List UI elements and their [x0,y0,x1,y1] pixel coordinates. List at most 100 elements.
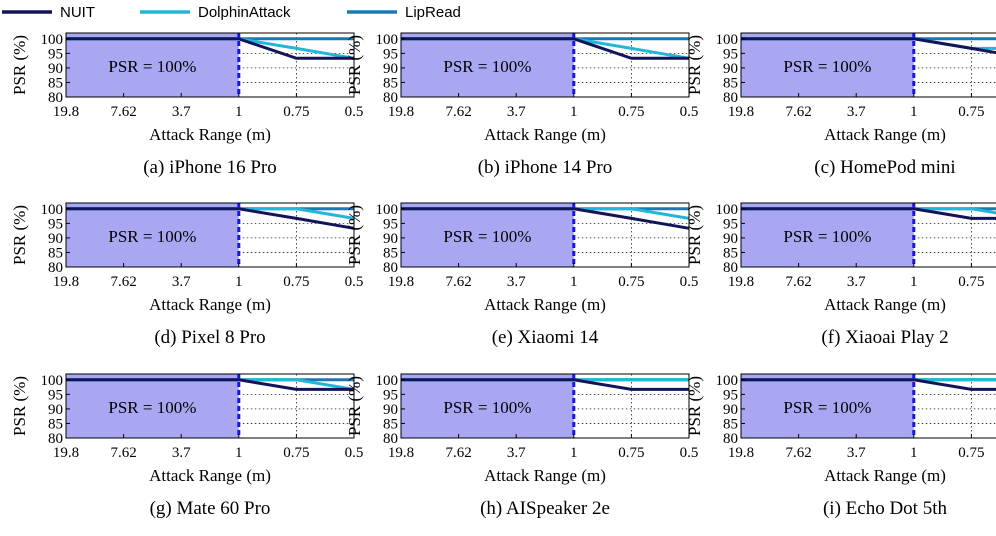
x-axis-label: Attack Range (m) [149,295,271,314]
x-tick-label: 3.7 [507,104,526,120]
psr-100-region [401,33,574,97]
x-tick-label: 3.7 [847,274,866,290]
y-tick-label: 85 [723,245,738,261]
y-tick-label: 80 [48,90,63,106]
y-tick-label: 95 [48,387,63,403]
psr-100-region [66,33,239,97]
series-line-nuit [401,37,689,60]
y-tick-label: 80 [723,431,738,447]
chart-legend: NUIT DolphinAttack LipRead [2,4,461,21]
y-tick-label: 85 [723,75,738,91]
psr-100-region [741,33,914,97]
subplot-caption: (b) iPhone 14 Pro [478,157,613,178]
grid-lines [913,33,996,97]
y-axis-label: PSR (%) [685,35,704,95]
x-tick-label: 1 [570,274,578,290]
legend-item-dolphinattack: DolphinAttack [140,4,291,21]
y-tick-label: 90 [383,231,398,247]
x-axis-label: Attack Range (m) [149,466,271,485]
legend-label: LipRead [405,4,461,21]
subplot-f: PSR = 100%1009590858019.87.623.710.750.5… [685,202,996,348]
y-tick-label: 85 [383,245,398,261]
y-tick-label: 100 [716,32,739,48]
x-tick-label: 1 [910,445,918,461]
x-axis-label: Attack Range (m) [824,125,946,144]
y-axis-label: PSR (%) [685,205,704,265]
legend-item-lipread: LipRead [347,4,461,21]
psr-100-region [741,203,914,267]
series-line-nuit [741,37,996,55]
x-tick-label: 19.8 [728,445,754,461]
subplot-caption: (d) Pixel 8 Pro [154,327,265,348]
x-tick-label: 0.5 [680,445,699,461]
x-tick-label: 0.75 [958,445,984,461]
y-tick-label: 95 [723,387,738,403]
x-tick-label: 0.75 [618,274,644,290]
grid-lines [238,203,354,267]
psr-annotation: PSR = 100% [443,57,531,76]
y-tick-label: 100 [41,373,64,389]
y-axis-label: PSR (%) [685,376,704,436]
y-tick-label: 85 [723,416,738,432]
x-tick-label: 0.75 [283,445,309,461]
y-tick-label: 100 [716,202,739,218]
x-axis-label: Attack Range (m) [149,125,271,144]
x-tick-label: 0.5 [680,274,699,290]
y-tick-label: 85 [383,75,398,91]
y-axis-label: PSR (%) [345,376,364,436]
y-tick-label: 95 [723,216,738,232]
y-tick-label: 85 [48,245,63,261]
y-tick-label: 95 [383,46,398,62]
x-tick-label: 7.62 [445,104,471,120]
x-tick-label: 1 [910,104,918,120]
y-axis-label: PSR (%) [10,376,29,436]
series-line-nuit [66,378,354,391]
axes-frame [400,32,690,98]
x-tick-label: 0.75 [283,274,309,290]
axes-frame [740,32,996,98]
x-axis-label: Attack Range (m) [824,295,946,314]
y-axis-label: PSR (%) [10,205,29,265]
legend-label: DolphinAttack [198,4,291,21]
psr-100-region [401,374,574,438]
axes-frame [400,373,690,439]
x-tick-label: 19.8 [53,445,79,461]
subplot-i: PSR = 100%1009590858019.87.623.710.750.5… [685,373,996,519]
subplot-caption: (a) iPhone 16 Pro [143,157,277,178]
subplot-caption: (h) AISpeaker 2e [480,498,610,519]
y-tick-label: 90 [383,61,398,77]
y-tick-label: 90 [383,402,398,418]
x-tick-label: 3.7 [507,445,526,461]
x-tick-label: 0.5 [345,445,364,461]
axes-frame [400,202,690,268]
psr-annotation: PSR = 100% [108,398,196,417]
series-line-nuit [741,207,996,220]
y-tick-label: 100 [376,32,399,48]
y-tick-label: 80 [383,260,398,276]
x-tick-label: 3.7 [172,274,191,290]
y-tick-label: 80 [383,90,398,106]
legend-label: NUIT [60,4,95,21]
subplot-c: PSR = 100%1009590858019.87.623.710.750.5… [685,32,996,178]
psr-annotation: PSR = 100% [783,398,871,417]
y-tick-label: 80 [723,90,738,106]
series-line-nuit [741,378,996,391]
grid-lines [913,374,996,438]
x-tick-label: 19.8 [53,274,79,290]
psr-annotation: PSR = 100% [783,227,871,246]
x-tick-label: 0.75 [618,445,644,461]
x-tick-label: 3.7 [847,104,866,120]
y-tick-label: 80 [48,431,63,447]
x-axis-label: Attack Range (m) [484,125,606,144]
psr-100-region [66,374,239,438]
x-tick-label: 19.8 [728,274,754,290]
x-tick-label: 19.8 [388,445,414,461]
x-tick-label: 7.62 [445,274,471,290]
x-tick-label: 1 [570,104,578,120]
grid-lines [238,374,354,438]
x-axis-label: Attack Range (m) [484,295,606,314]
